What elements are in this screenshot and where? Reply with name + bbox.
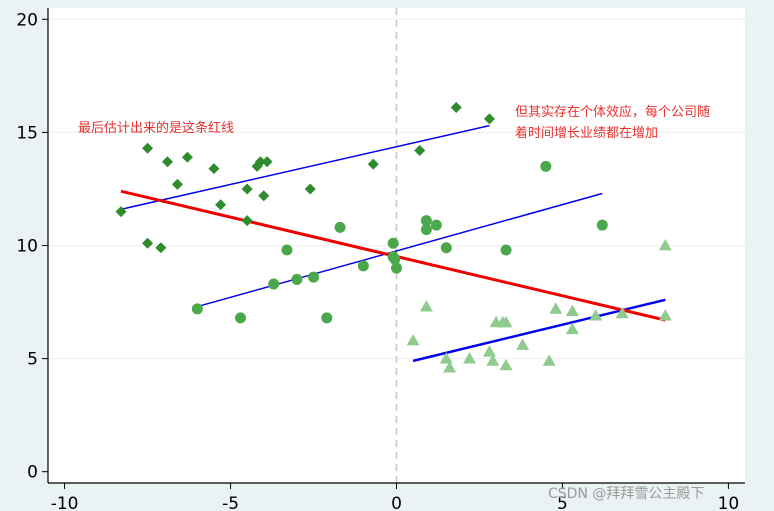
diamond-point bbox=[142, 142, 154, 154]
diamond-point bbox=[181, 151, 193, 163]
triangle-point bbox=[499, 315, 513, 328]
circle-point bbox=[440, 242, 452, 254]
tick-labels: 0 5 10 15 20 -10 -5 0 5 10 bbox=[16, 10, 739, 511]
circle-point bbox=[540, 160, 552, 172]
circle-point bbox=[268, 278, 280, 290]
triangle-point bbox=[516, 338, 530, 350]
diamond-point bbox=[142, 237, 154, 249]
circle-point bbox=[387, 237, 399, 249]
diamond-point bbox=[261, 156, 273, 168]
annotation-individual-effect-line-2: 着时间增长业绩都在增加 bbox=[515, 125, 658, 141]
axes bbox=[42, 8, 745, 489]
diamond-point bbox=[241, 215, 253, 227]
x-tick-label: 10 bbox=[718, 494, 740, 511]
diamond-point bbox=[254, 156, 266, 168]
watermark: CSDN @拜拜雪公主殿下 bbox=[548, 486, 704, 502]
data-points bbox=[115, 102, 672, 373]
circle-point bbox=[334, 221, 346, 233]
diamond-point bbox=[208, 163, 220, 175]
circle-point bbox=[500, 244, 512, 256]
annotation-red-line: 最后估计出来的是这条红线 bbox=[78, 120, 234, 136]
triangle-point bbox=[499, 358, 513, 371]
x-tick-label: -10 bbox=[51, 494, 79, 511]
triangle-point bbox=[658, 239, 672, 251]
diamond-point bbox=[304, 183, 316, 195]
circle-point bbox=[321, 312, 333, 324]
triangle-point bbox=[463, 352, 477, 364]
circle-point bbox=[308, 271, 320, 283]
diamond-point bbox=[450, 102, 462, 114]
diamond-point bbox=[115, 206, 127, 218]
diamond-point bbox=[483, 113, 495, 125]
fit-line bbox=[120, 124, 490, 211]
x-tick-label: 5 bbox=[557, 494, 568, 511]
circle-point bbox=[420, 224, 432, 236]
diamond-point bbox=[161, 156, 173, 168]
circle-point bbox=[420, 215, 432, 227]
circle-point bbox=[389, 253, 401, 265]
y-tick-label: 0 bbox=[27, 463, 38, 483]
diamond-point bbox=[155, 242, 167, 254]
circle-point bbox=[430, 219, 442, 231]
diamond-point bbox=[367, 158, 379, 170]
x-tick-label: -5 bbox=[222, 494, 239, 511]
fit-line bbox=[197, 192, 603, 308]
triangle-point bbox=[658, 309, 672, 321]
triangle-point bbox=[482, 345, 496, 357]
circle-point bbox=[391, 262, 402, 274]
y-tick-label: 15 bbox=[16, 123, 38, 143]
circle-point bbox=[596, 219, 608, 231]
circle-point bbox=[291, 273, 303, 285]
diamond-point bbox=[258, 190, 270, 202]
y-tick-label: 10 bbox=[16, 237, 38, 257]
triangle-point bbox=[565, 304, 579, 316]
diamond-point bbox=[215, 199, 227, 211]
y-tick-label: 20 bbox=[16, 10, 38, 30]
triangle-point bbox=[419, 300, 433, 312]
triangle-point bbox=[615, 306, 629, 319]
circle-point bbox=[281, 244, 293, 256]
triangle-point bbox=[486, 354, 500, 366]
triangle-point bbox=[565, 322, 579, 335]
circle-point bbox=[357, 260, 369, 272]
triangle-point bbox=[443, 361, 457, 373]
triangle-point bbox=[439, 352, 453, 364]
diamond-point bbox=[241, 183, 253, 195]
annotation-individual-effect-line-1: 但其实存在个体效应，每个公司随 bbox=[515, 104, 710, 120]
triangle-point bbox=[406, 334, 420, 346]
triangle-point bbox=[589, 309, 603, 321]
circle-point bbox=[191, 303, 203, 315]
circle-point bbox=[235, 312, 247, 324]
triangle-point bbox=[542, 354, 556, 366]
triangle-point bbox=[549, 302, 563, 314]
diamond-point bbox=[171, 178, 183, 190]
diamond-point bbox=[414, 145, 426, 156]
y-tick-label: 5 bbox=[27, 350, 38, 370]
x-tick-label: 0 bbox=[391, 494, 402, 511]
